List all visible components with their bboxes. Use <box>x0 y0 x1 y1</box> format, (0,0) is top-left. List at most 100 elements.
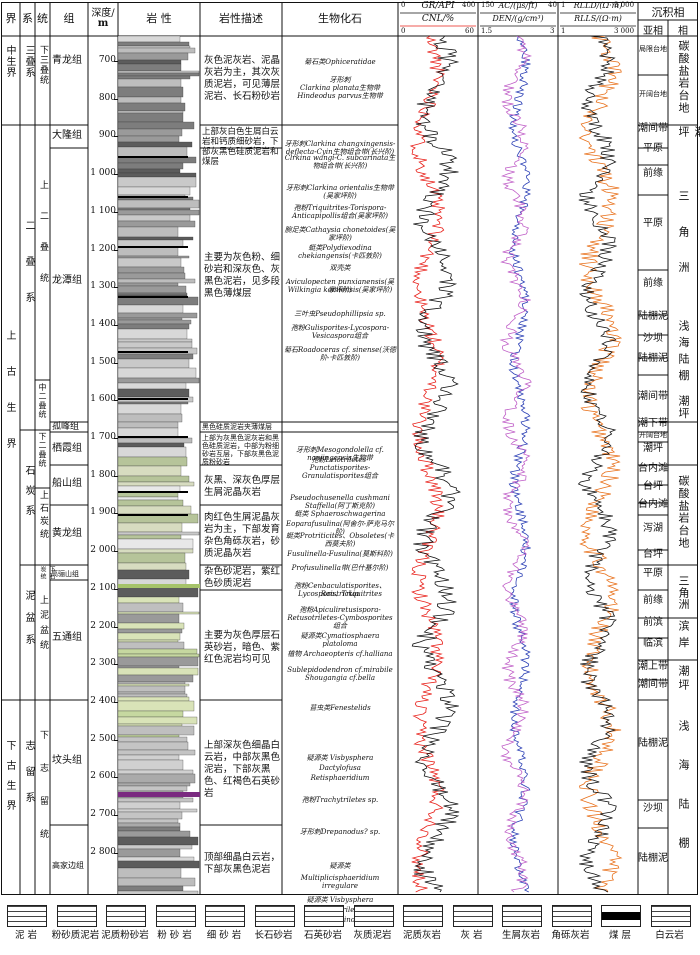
lithology-bed <box>118 665 180 669</box>
lithology-bed <box>118 723 183 727</box>
cnl-max: 60 <box>465 27 474 35</box>
facies-cell: 滨岸 <box>677 620 690 653</box>
lithology-bed <box>118 278 196 284</box>
subfacies-cell: 沙坝 <box>643 333 663 344</box>
depth-tick-mark <box>114 324 118 326</box>
header-facies-main: 相 <box>678 26 688 37</box>
lithology-bed <box>118 186 191 196</box>
lithology-bed <box>118 531 200 536</box>
zu-dalong: 大隆组 <box>52 130 82 141</box>
lithology-bed <box>118 648 198 655</box>
coal-seam <box>118 296 188 298</box>
lithology-bed <box>118 725 195 736</box>
facies-cell: 碳酸盐岩台地 <box>677 40 690 114</box>
header-depth: 深度/ <box>91 8 115 19</box>
depth-tick-label: 2 600 <box>90 771 116 782</box>
lithology-bed <box>118 562 187 571</box>
facies-cell: 潮坪 <box>677 126 700 137</box>
fossil-item: Multiplicisphaeridium irregulare <box>300 874 380 890</box>
fossil-item: Shougangia cf.bella <box>304 674 376 682</box>
lithology-bed <box>118 382 187 390</box>
lithology-bed <box>118 836 199 846</box>
lithology-bed <box>118 121 195 130</box>
lithology-bed <box>118 176 197 188</box>
desc-qinglong: 灰色泥灰岩、泥晶灰岩为主，其次灰质泥岩，可见薄层泥岩、长石粉砂岩 <box>204 55 281 102</box>
depth-tick-label: 1 100 <box>90 205 116 216</box>
xi-permian: 二叠系 <box>23 220 34 328</box>
jie-upper-paleozoic: 上古生界 <box>4 330 15 474</box>
depth-tick-mark <box>114 626 118 628</box>
lithology-bed <box>118 296 199 306</box>
xi-devonian: 泥盆系 <box>23 590 34 656</box>
depth-tick-mark <box>114 249 118 251</box>
lithology-bed <box>118 47 196 54</box>
depth-tick-label: 1 400 <box>90 318 116 329</box>
lithology-bed <box>118 257 182 268</box>
lithology-bed <box>118 102 186 112</box>
header-lith-desc: 岩性描述 <box>219 12 263 25</box>
coal-seam <box>118 491 188 493</box>
ac-curve <box>508 36 532 893</box>
lithology-bed <box>118 353 194 360</box>
tong-middle-permian: 中二叠统 <box>38 383 47 419</box>
header-jie: 界 <box>5 12 17 25</box>
fossil-item: 牙形刺Clarkina changxingensis-deflecta-Cyin… <box>284 140 396 156</box>
lithology-bed <box>118 639 179 643</box>
fossil-item: 疑源类 <box>329 862 351 870</box>
header-facies: 沉积相 <box>651 6 685 19</box>
desc-dalong: 上部灰白色生屑白云岩和钙质细砂岩，下部灰黑色硅质泥岩和煤层 <box>202 127 279 167</box>
lithology-bed <box>118 70 200 74</box>
depth-tick-label: 800 <box>98 92 116 103</box>
fossil-item: Retisphaeridium <box>310 774 370 782</box>
depth-tick-label: 2 700 <box>90 809 116 819</box>
lithology-bed <box>118 272 186 280</box>
purple-bed <box>118 792 200 797</box>
lithology-bed <box>118 602 184 613</box>
lithology-bed <box>118 52 189 61</box>
subfacies-cell: 泻湖 <box>643 523 663 534</box>
subfacies-column: 局限台地 开阔台地 潮间带 平原 前缘 平原 前缘 陆棚泥 沙坝 陆棚泥 潮间带 潮下带 开阔台地 潮坪台… <box>638 0 668 895</box>
subfacies-cell: 潮间带 <box>638 679 668 690</box>
fossil-item: 疑源类Cymatiosphaera platoloma <box>300 632 380 648</box>
depth-tick-label: 1 600 <box>90 394 116 405</box>
tong-lower-carboniferous: 下石炭统 <box>39 566 55 580</box>
subfacies-cell: 陆棚泥 <box>638 853 668 864</box>
lithology-bed <box>118 128 183 137</box>
header-fossil: 生物化石 <box>318 12 362 25</box>
lithology-bed <box>118 246 179 257</box>
fossil-item: Dactylofusa <box>319 764 361 772</box>
fossil-item: 菊石类Ophiceratidae <box>304 58 376 66</box>
fossil-item: 牙形刺Clarkina orientalis生物带(吴家坪阶) <box>285 184 394 200</box>
fossil-item: Trachytriletes <box>315 906 365 914</box>
lithology-bed <box>118 388 190 398</box>
fossil-item: 植物 Archaeopteris cf.halliana <box>287 650 393 658</box>
lithology-bed <box>118 552 186 564</box>
header-gr: GR/API <box>421 1 455 11</box>
xi-triassic: 三叠系 <box>23 45 34 78</box>
lithology-bed <box>118 822 181 828</box>
lithology-bed <box>118 220 196 228</box>
lithology-bed <box>118 319 192 325</box>
lithology-bed <box>118 172 197 178</box>
fossil-item: 疑源类 Visbysphera <box>306 896 374 904</box>
lithology-bed <box>118 377 200 384</box>
tong-upper-carboniferous: 上石炭统 <box>38 490 48 542</box>
gr-curve <box>411 36 461 893</box>
cnl-curve <box>409 36 446 893</box>
depth-tick-label: 1 300 <box>90 281 116 292</box>
depth-tick-label: 1 000 <box>90 168 116 179</box>
subfacies-cell: 前滨 <box>643 617 663 628</box>
lithology-bed <box>118 811 183 820</box>
depth-tick-mark <box>114 551 118 553</box>
tong-lower-permian: 下二叠统 <box>38 432 47 468</box>
rlld-curve <box>578 36 623 893</box>
subfacies-cell: 平原 <box>643 568 663 579</box>
fossil-item: Eoparafusulina(阿舍尔-萨克马尔阶) <box>286 520 394 536</box>
lithology-bed <box>118 401 189 405</box>
lithology-bed <box>118 214 191 222</box>
lithology-bed <box>118 691 186 695</box>
fossil-item: Staffella(阿丁斯克阶) <box>305 502 375 510</box>
lithology-bed <box>118 801 181 810</box>
depth-tick-label: 2 000 <box>90 545 116 556</box>
fossil-item: Lycospora、Triquitrites <box>298 590 382 598</box>
